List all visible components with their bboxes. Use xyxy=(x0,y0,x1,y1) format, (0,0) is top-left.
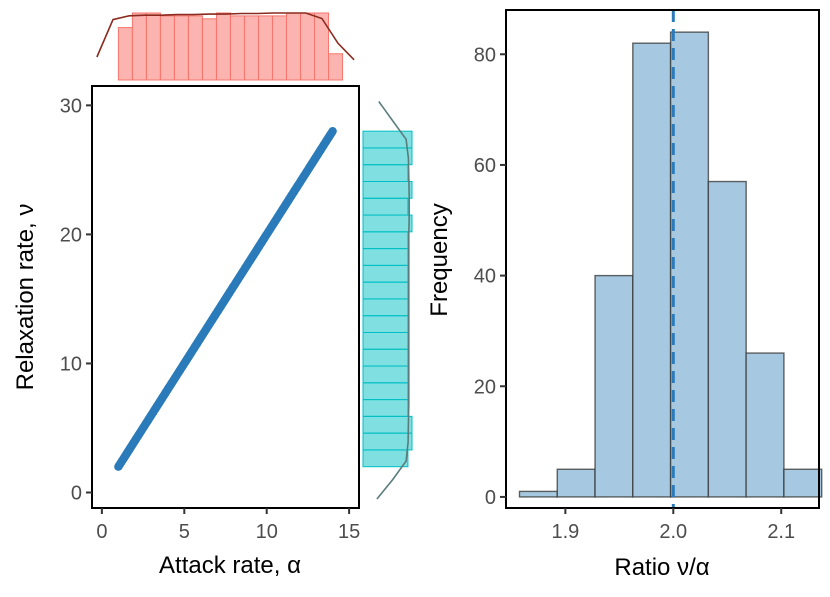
top-marginal-histogram xyxy=(96,12,355,81)
ratio-x-tick-label: 2.0 xyxy=(659,521,687,543)
right-marginal-bar xyxy=(362,415,413,434)
scatter-y-tick-label: 10 xyxy=(60,353,82,375)
right-marginal-histogram xyxy=(362,101,413,500)
top-marginal-bar xyxy=(271,15,287,81)
scatter-x-tick-label: 15 xyxy=(338,521,360,543)
top-marginal-bar xyxy=(257,15,273,81)
ratio-histogram-panel: 1.9 2.0 2.1 0 20 40 60 80 Ratio ν/α Frequency xyxy=(426,9,823,581)
scatter-x-tick-label: 5 xyxy=(179,521,190,543)
ratio-x-tick-label: 2.1 xyxy=(767,521,795,543)
right-marginal-bar xyxy=(362,382,409,401)
right-marginal-density-curve xyxy=(376,101,410,500)
right-marginal-bar xyxy=(362,197,409,216)
ratio-bar xyxy=(745,352,785,498)
ratio-bar xyxy=(518,490,558,498)
scatter-y-tick-label: 30 xyxy=(60,95,82,117)
ratio-y-tick-label: 40 xyxy=(474,266,496,288)
scatter-y-tick-label: 20 xyxy=(60,224,82,246)
top-marginal-density-curve xyxy=(96,12,355,61)
ratio-bar xyxy=(669,31,710,498)
right-marginal-bar xyxy=(362,214,413,233)
right-marginal-bar xyxy=(362,432,413,451)
right-marginal-bar xyxy=(362,231,409,250)
scatter-x-tick-label: 10 xyxy=(256,521,278,543)
ratio-panel-border xyxy=(505,9,820,509)
ratio-bar xyxy=(556,468,596,498)
scatter-x-axis-title: Attack rate, α xyxy=(159,552,301,579)
ratio-bar xyxy=(707,180,747,498)
ratio-bar xyxy=(594,274,634,498)
right-marginal-bar xyxy=(362,331,409,350)
top-marginal-bar xyxy=(187,15,203,81)
scatter-panel: 0 5 10 15 0 10 20 30 Attack rate, α Relaxation… xyxy=(12,85,360,579)
top-marginal-bar xyxy=(215,12,231,81)
top-marginal-bar xyxy=(314,12,330,81)
ratio-x-axis-title: Ratio ν/α xyxy=(614,554,709,581)
ratio-bar xyxy=(632,42,672,498)
right-marginal-bar xyxy=(362,147,413,166)
top-marginal-bar xyxy=(145,12,161,81)
scatter-point xyxy=(328,126,337,136)
top-marginal-bar xyxy=(243,15,259,81)
ratio-bar xyxy=(783,468,823,498)
right-marginal-bar xyxy=(362,348,409,367)
scatter-points xyxy=(114,126,337,471)
ratio-y-axis-title: Frequency xyxy=(426,203,453,316)
ratio-y-tick-label: 20 xyxy=(474,376,496,398)
top-marginal-bar xyxy=(131,12,147,81)
scatter-x-tick-label: 0 xyxy=(96,521,107,543)
top-marginal-bar xyxy=(285,12,301,81)
right-marginal-bar xyxy=(362,365,409,384)
top-marginal-bar xyxy=(159,15,175,81)
right-marginal-bar xyxy=(362,449,409,468)
top-marginal-bar xyxy=(328,53,344,81)
right-marginal-bar xyxy=(362,399,409,417)
ratio-y-tick-label: 80 xyxy=(474,44,496,66)
top-marginal-bar xyxy=(229,15,245,81)
right-marginal-bar xyxy=(362,315,409,333)
top-marginal-bar xyxy=(117,27,133,81)
right-marginal-bar xyxy=(362,264,409,283)
right-marginal-bar xyxy=(362,281,409,300)
scatter-panel-border xyxy=(91,85,360,509)
right-marginal-bar xyxy=(362,180,413,199)
top-marginal-bar xyxy=(299,12,316,81)
top-marginal-bar xyxy=(201,18,217,81)
right-marginal-bar xyxy=(362,130,413,149)
scatter-y-tick-label: 0 xyxy=(71,483,82,505)
ratio-x-tick-label: 1.9 xyxy=(551,521,579,543)
scatter-y-axis-title: Relaxation rate, ν xyxy=(12,204,39,391)
top-marginal-bar xyxy=(173,15,189,81)
right-marginal-bar xyxy=(362,298,409,317)
right-marginal-bar xyxy=(362,164,409,182)
right-marginal-bar xyxy=(362,248,409,266)
ratio-y-tick-label: 60 xyxy=(474,155,496,177)
ratio-y-tick-label: 0 xyxy=(485,487,496,509)
